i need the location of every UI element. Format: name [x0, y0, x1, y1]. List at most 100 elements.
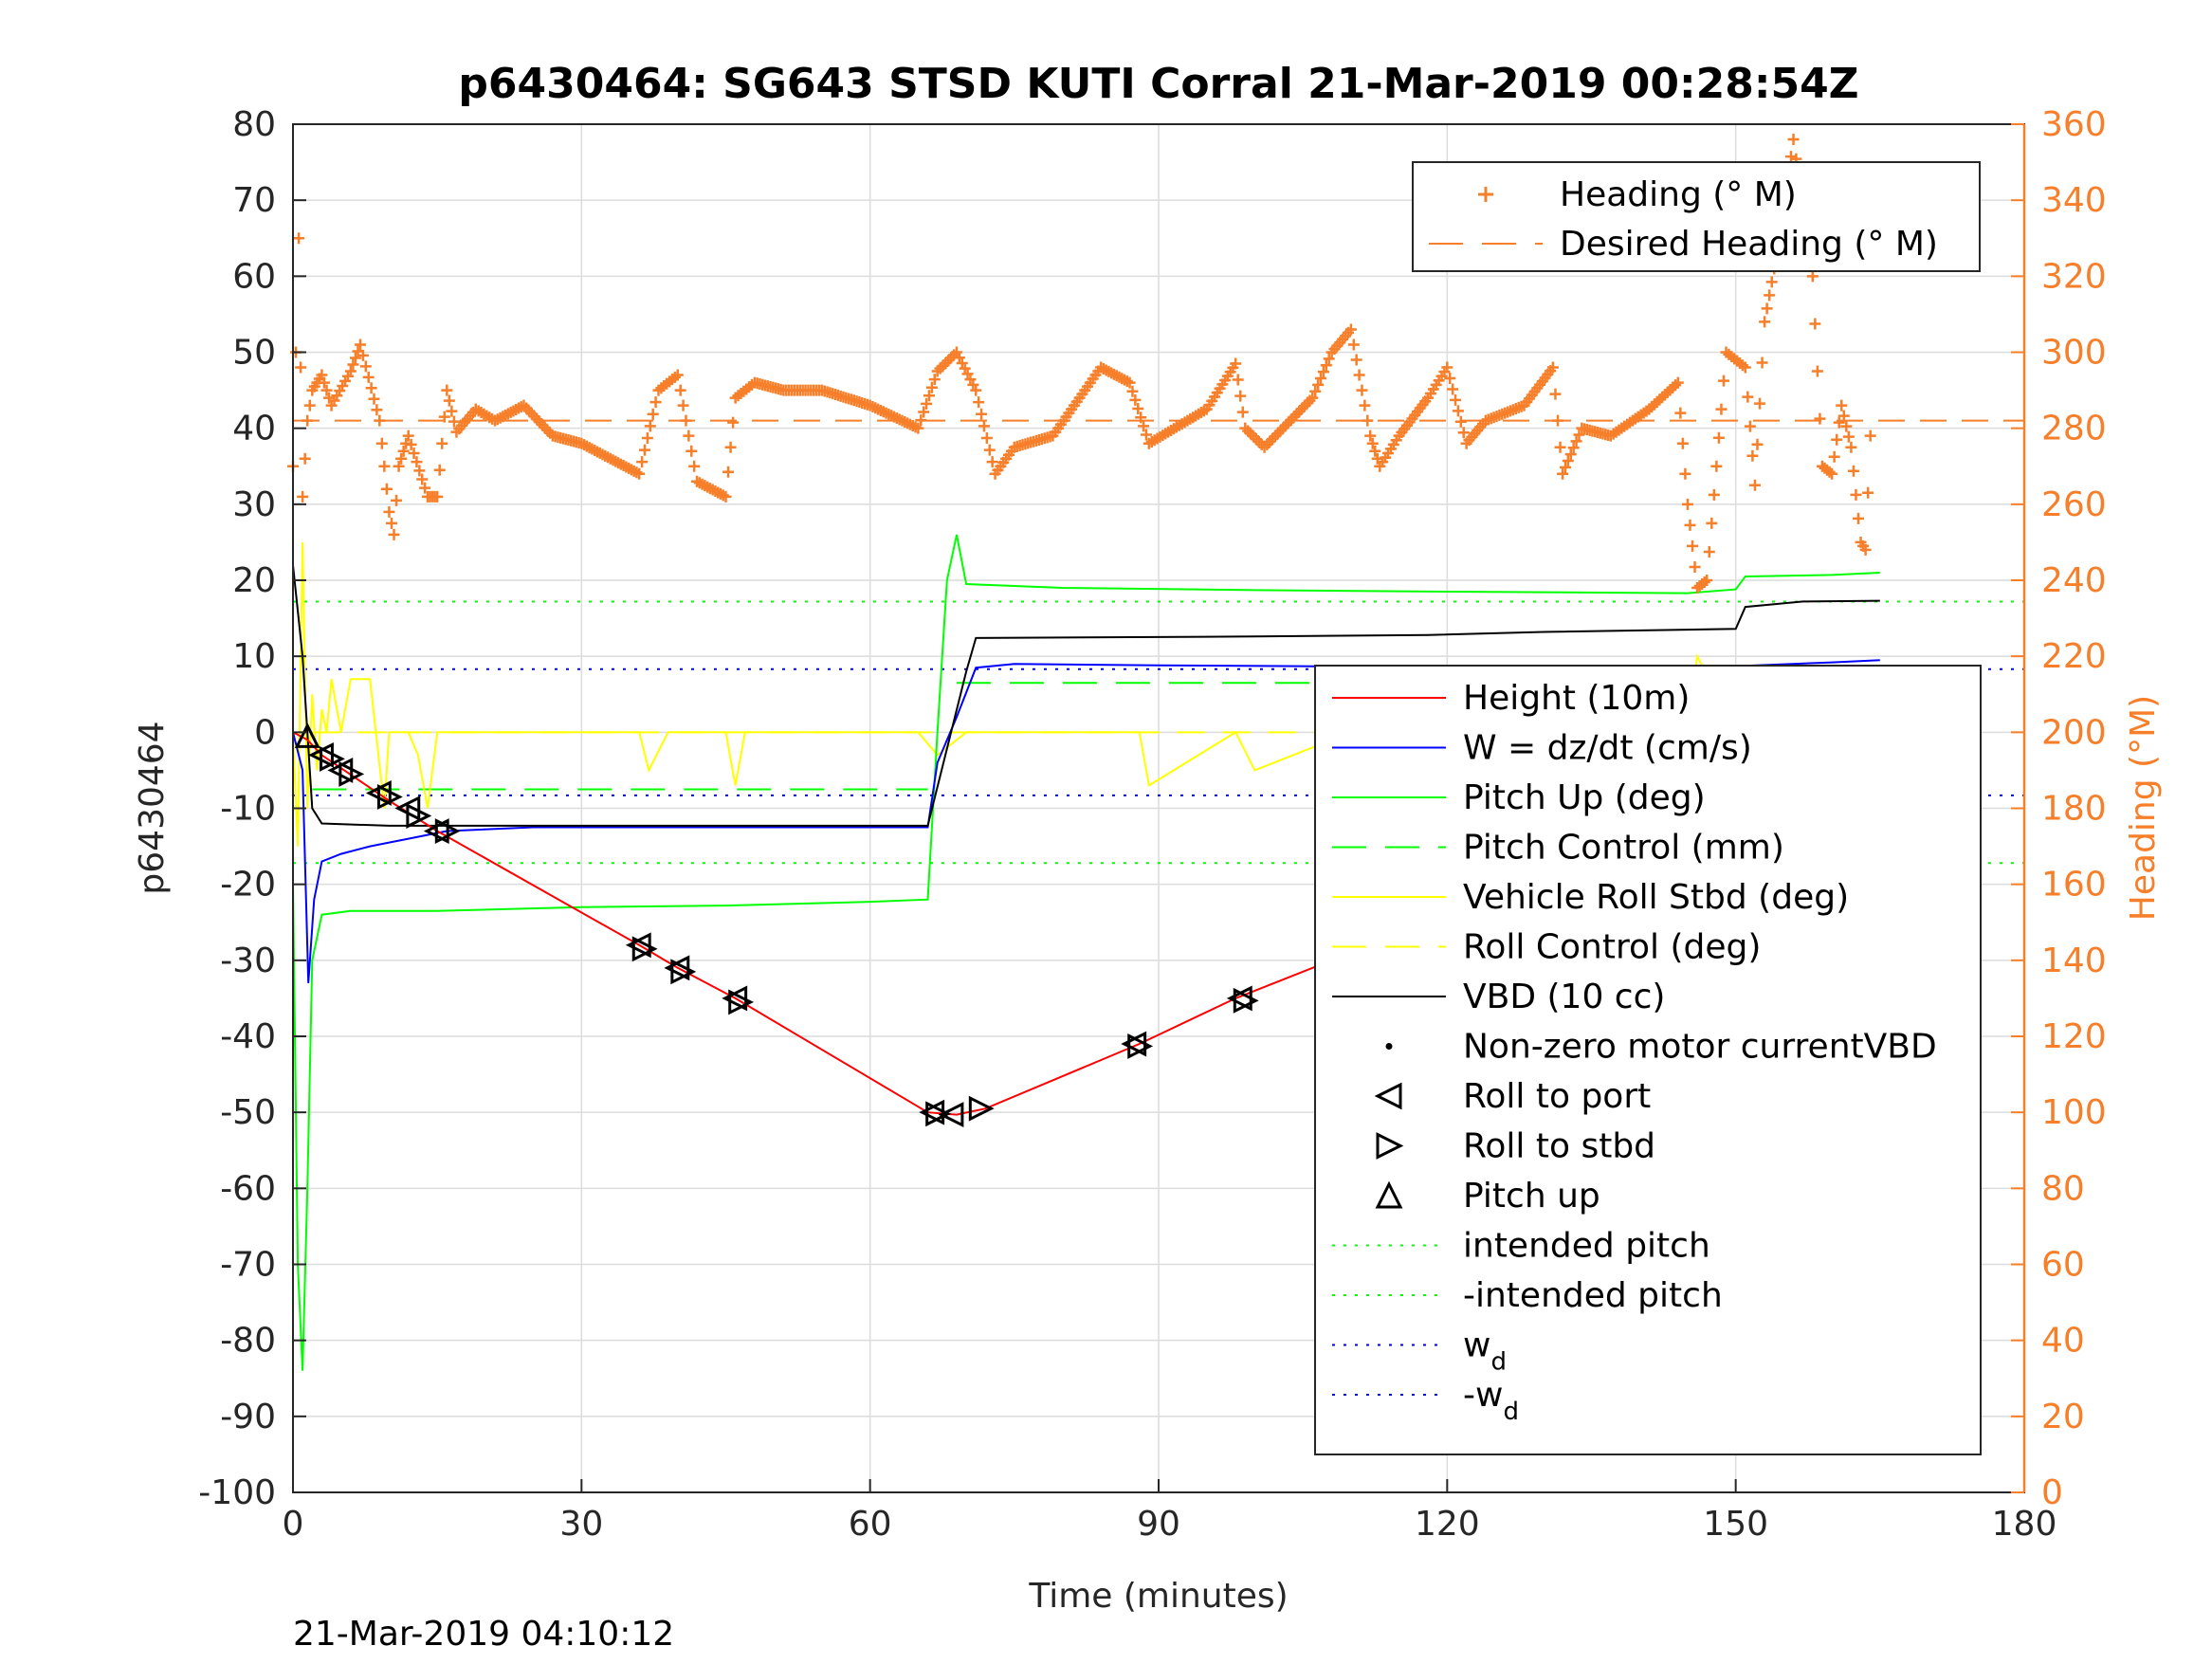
x-axis-label: Time (minutes)	[1028, 1577, 1288, 1616]
heading-point	[1837, 410, 1850, 422]
heading-point	[1828, 450, 1840, 463]
legend-swatch	[1375, 1180, 1403, 1209]
heading-point	[1684, 519, 1696, 531]
heading-point	[1759, 316, 1771, 328]
x-tick-label: 90	[1137, 1505, 1180, 1544]
heading-point	[970, 384, 982, 396]
heading-point	[419, 482, 431, 494]
legend-swatch	[1478, 187, 1493, 202]
heading-point	[1452, 405, 1464, 417]
roll-to-stbd-marker	[338, 760, 365, 787]
heading-point	[1748, 479, 1761, 491]
heading-point	[356, 349, 369, 361]
heading-point	[986, 456, 998, 468]
legend-label: Pitch up	[1463, 1177, 1600, 1216]
x-tick-label: 60	[849, 1505, 892, 1544]
heading-point	[1687, 539, 1699, 552]
heading-point	[1831, 433, 1843, 446]
heading-point	[1814, 412, 1826, 425]
heading-point	[1751, 438, 1764, 450]
heading-point	[912, 422, 924, 434]
heading-point	[983, 444, 996, 456]
heading-point	[1681, 498, 1693, 510]
heading-point	[1232, 374, 1244, 386]
y-tick-label-right: 220	[2041, 637, 2107, 676]
legend-label: Pitch Control (mm)	[1463, 829, 1784, 868]
heading-point	[918, 406, 930, 418]
heading-point	[1457, 427, 1470, 439]
footer-timestamp: 21-Mar-2019 04:10:12	[293, 1615, 674, 1654]
heading-point	[316, 369, 328, 381]
heading-point	[1706, 517, 1718, 529]
legend-label: W = dz/dt (cm/s)	[1463, 729, 1752, 768]
heading-point	[1366, 437, 1379, 449]
heading-point	[1567, 442, 1580, 454]
heading-point	[1129, 393, 1142, 406]
heading-point	[1140, 429, 1152, 441]
heading-point	[683, 430, 695, 442]
heading-point	[413, 465, 426, 477]
axes: 0 30 60 90 120 150 18080706050403020100-10-20-…	[198, 105, 2106, 1544]
heading-point	[416, 473, 429, 485]
roll-to-stbd-marker	[728, 989, 755, 1015]
y-tick-label-left: -30	[220, 942, 276, 980]
heading-point	[299, 452, 311, 465]
y-tick-label-left: 60	[232, 257, 276, 296]
heading-point	[720, 490, 732, 503]
heading-point	[1859, 543, 1872, 556]
legend-label: Pitch Up (deg)	[1463, 778, 1706, 817]
heading-point	[1557, 467, 1569, 480]
heading-point	[1785, 151, 1797, 163]
y-tick-label-right: 60	[2041, 1246, 2085, 1285]
heading-point	[1823, 466, 1836, 478]
heading-point	[441, 384, 453, 396]
heading-point	[1715, 403, 1728, 415]
y-axis-label-left: p6430464	[133, 721, 172, 894]
heading-point	[1570, 435, 1582, 448]
heading-point	[1450, 393, 1462, 406]
heading-point	[1323, 353, 1335, 365]
heading-point	[1307, 392, 1319, 404]
y-tick-label-right: 180	[2041, 790, 2107, 829]
heading-point	[722, 466, 735, 478]
x-tick-label: 180	[1992, 1505, 2057, 1544]
y-tick-label-right: 240	[2041, 561, 2107, 600]
y-tick-label-left: -20	[220, 866, 276, 905]
heading-point	[1847, 465, 1859, 477]
heading-point	[1674, 407, 1687, 419]
chart-title: p6430464: SG643 STSD KUTI Corral 21-Mar-…	[458, 60, 1858, 108]
heading-point	[1764, 289, 1776, 302]
y-tick-label-left: 80	[232, 105, 276, 144]
heading-point	[1708, 488, 1720, 501]
heading-point	[1312, 378, 1325, 391]
y-tick-label-right: 320	[2041, 257, 2107, 296]
heading-point	[1717, 375, 1729, 387]
legend-label: VBD (10 cc)	[1463, 978, 1665, 1016]
heading-point	[1842, 430, 1855, 443]
heading-point	[1862, 486, 1874, 499]
heading-point	[371, 404, 383, 416]
heading-point	[380, 483, 393, 495]
heading-point	[297, 490, 309, 503]
heading-point	[1833, 416, 1845, 429]
heading-point	[362, 371, 375, 383]
y-tick-label-right: 200	[2041, 713, 2107, 752]
pitch-up-marker	[294, 722, 320, 748]
heading-point	[1344, 323, 1357, 336]
y-tick-label-left: 20	[232, 561, 276, 600]
heading-point	[1698, 576, 1710, 589]
heading-point	[1551, 414, 1563, 427]
heading-point	[1744, 420, 1756, 432]
heading-point	[448, 415, 460, 428]
heading-point	[923, 390, 935, 402]
heading-point	[375, 437, 388, 449]
heading-point	[1369, 445, 1381, 457]
legend-heading-box	[1412, 161, 1981, 272]
y-tick-label-left: -100	[198, 1473, 276, 1512]
heading-point	[1559, 461, 1571, 473]
y-tick-label-left: -10	[220, 790, 276, 829]
heading-point	[1135, 411, 1147, 424]
y-tick-label-left: -70	[220, 1246, 276, 1285]
heading-point	[431, 490, 444, 503]
